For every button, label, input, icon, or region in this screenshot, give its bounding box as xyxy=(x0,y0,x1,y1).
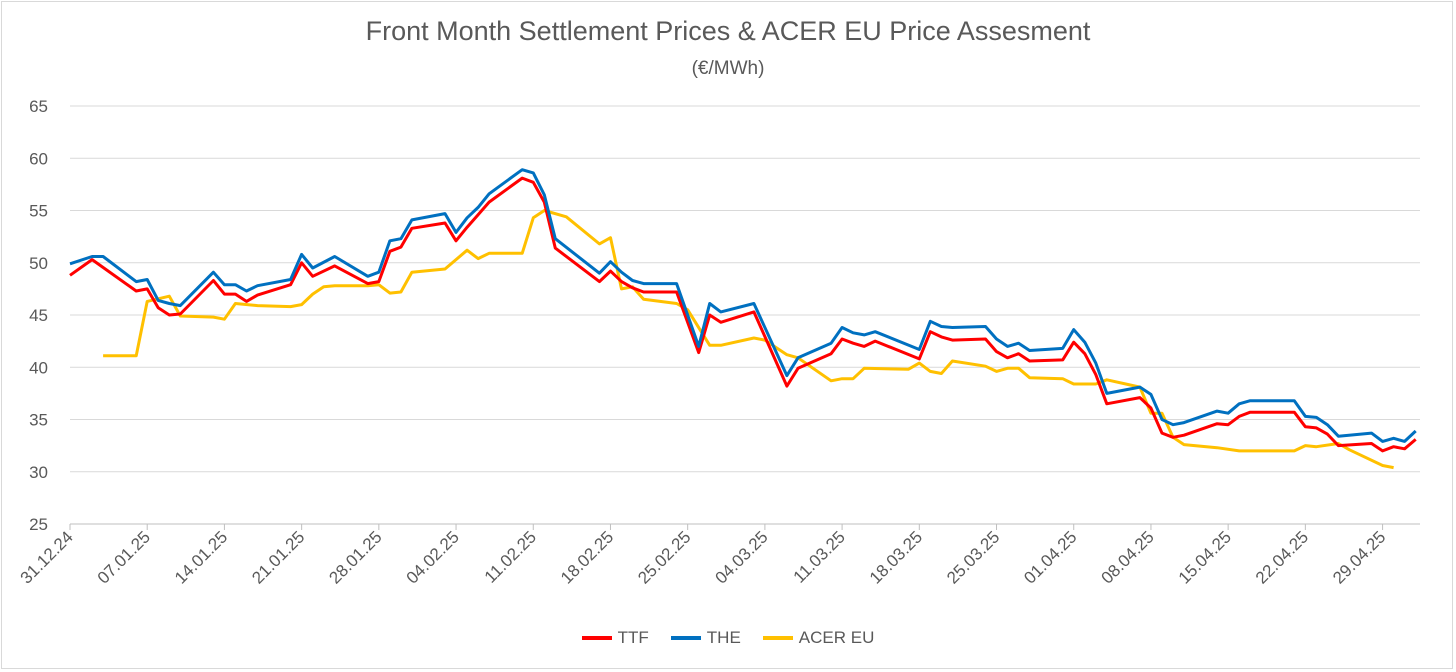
x-tick-label: 11.02.25 xyxy=(481,527,540,586)
legend-label: ACER EU xyxy=(798,628,875,647)
chart-subtitle: (€/MWh) xyxy=(691,58,765,79)
x-tick-label: 11.03.25 xyxy=(790,527,849,586)
x-tick-label: 15.04.25 xyxy=(1175,527,1235,587)
y-tick-label: 40 xyxy=(29,358,48,377)
x-tick-label: 07.01.25 xyxy=(94,527,154,587)
legend-item: THE xyxy=(670,628,741,648)
x-tick-label: 04.02.25 xyxy=(403,527,463,587)
x-tick-label: 29.04.25 xyxy=(1329,527,1389,587)
x-tick-label: 08.04.25 xyxy=(1098,527,1158,587)
x-tick-label: 22.04.25 xyxy=(1252,527,1312,587)
legend: TTF THE ACER EU xyxy=(0,628,1456,648)
chart-title: Front Month Settlement Prices & ACER EU … xyxy=(365,16,1091,46)
y-tick-label: 45 xyxy=(29,306,48,325)
x-tick-label: 04.03.25 xyxy=(711,527,771,587)
x-tick-label: 18.02.25 xyxy=(557,527,617,587)
y-tick-label: 25 xyxy=(29,515,48,534)
legend-item: TTF xyxy=(581,628,649,648)
y-tick-label: 35 xyxy=(29,411,48,430)
series-line-ttf xyxy=(69,176,1417,453)
y-tick-label: 55 xyxy=(29,202,48,221)
legend-label: TTF xyxy=(617,628,649,647)
x-tick-label: 28.01.25 xyxy=(325,527,385,587)
legend-swatch xyxy=(670,636,701,640)
y-tick-label: 65 xyxy=(29,97,48,116)
x-tick-label: 01.04.25 xyxy=(1020,527,1080,587)
legend-label: THE xyxy=(706,628,741,647)
legend-item: ACER EU xyxy=(762,628,875,648)
legend-swatch xyxy=(581,636,612,640)
x-tick-label: 18.03.25 xyxy=(866,527,926,587)
y-tick-label: 60 xyxy=(29,149,48,168)
x-tick-label: 25.03.25 xyxy=(943,527,1003,587)
series-line-the xyxy=(69,168,1417,443)
x-tick-label: 21.01.25 xyxy=(248,527,308,587)
x-tick-label: 31.12.24 xyxy=(17,527,77,587)
y-tick-label: 50 xyxy=(29,254,48,273)
legend-swatch xyxy=(762,636,793,640)
y-tick-label: 30 xyxy=(29,463,48,482)
x-tick-label: 14.01.25 xyxy=(171,527,231,587)
x-tick-label: 25.02.25 xyxy=(634,527,694,587)
